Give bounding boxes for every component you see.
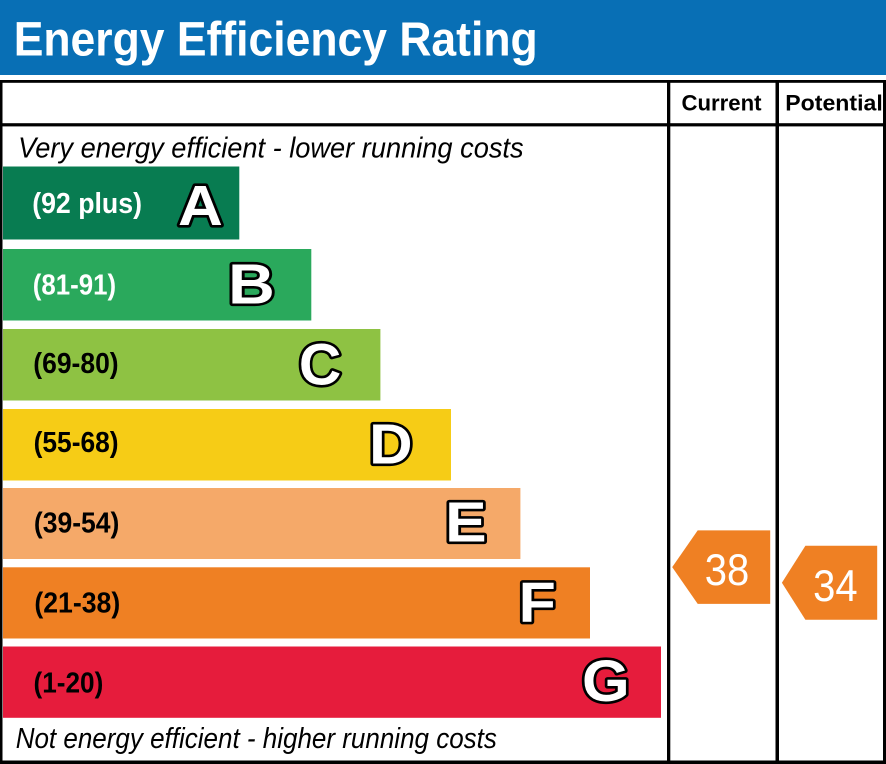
svg-text:(69-80): (69-80) <box>33 348 118 380</box>
svg-text:(1-20): (1-20) <box>34 668 104 700</box>
svg-text:38: 38 <box>705 546 750 595</box>
svg-text:(92 plus): (92 plus) <box>32 188 142 220</box>
svg-text:E: E <box>445 491 487 555</box>
svg-text:F: F <box>519 571 556 635</box>
svg-text:G: G <box>582 649 630 714</box>
svg-text:A: A <box>178 174 223 238</box>
svg-text:Not energy efficient - higher: Not energy efficient - higher running co… <box>16 723 497 755</box>
svg-text:(55-68): (55-68) <box>34 427 119 459</box>
svg-text:Very energy efficient - lower: Very energy efficient - lower running co… <box>18 133 523 165</box>
svg-text:B: B <box>228 253 275 317</box>
svg-text:Current: Current <box>682 91 763 116</box>
svg-text:Energy Efficiency Rating: Energy Efficiency Rating <box>14 14 538 67</box>
svg-text:C: C <box>299 332 341 397</box>
svg-text:(21-38): (21-38) <box>34 588 120 620</box>
svg-text:Potential: Potential <box>785 91 883 116</box>
svg-text:D: D <box>369 413 412 477</box>
svg-text:(39-54): (39-54) <box>34 508 120 540</box>
svg-text:34: 34 <box>813 562 858 611</box>
svg-text:(81-91): (81-91) <box>33 270 116 302</box>
